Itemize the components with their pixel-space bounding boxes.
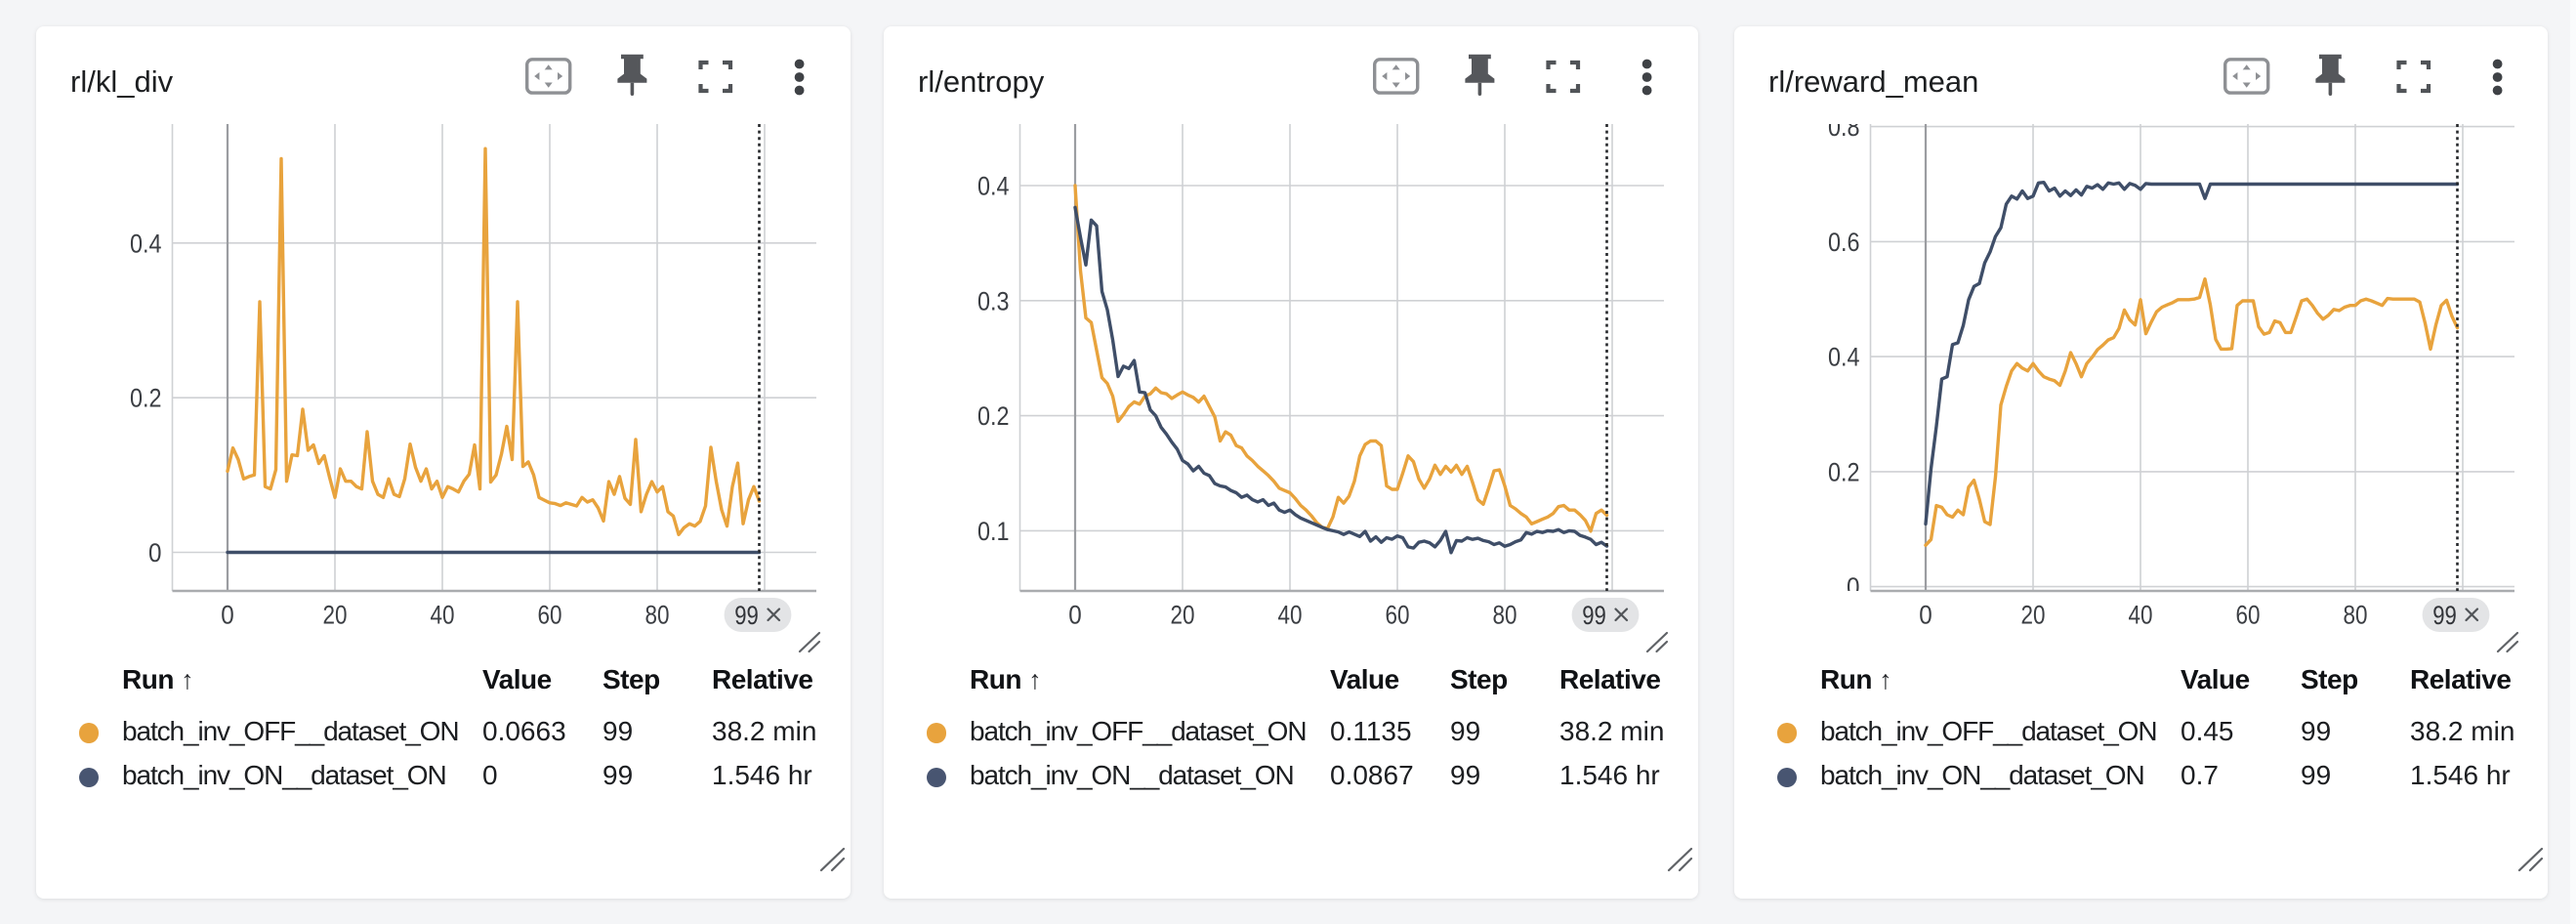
svg-text:0.3: 0.3 xyxy=(977,286,1010,315)
svg-text:40: 40 xyxy=(2129,601,2153,630)
svg-text:0.2: 0.2 xyxy=(977,401,1010,431)
svg-text:60: 60 xyxy=(1386,601,1410,630)
svg-text:0: 0 xyxy=(1068,601,1082,630)
svg-text:99: 99 xyxy=(1582,601,1606,630)
svg-text:20: 20 xyxy=(323,601,348,630)
svg-text:99: 99 xyxy=(2432,601,2457,630)
svg-text:40: 40 xyxy=(431,601,455,630)
svg-text:0.4: 0.4 xyxy=(130,229,162,258)
svg-text:80: 80 xyxy=(2344,601,2368,630)
svg-text:0: 0 xyxy=(1919,601,1932,630)
svg-text:80: 80 xyxy=(645,601,670,630)
svg-text:0.1: 0.1 xyxy=(977,517,1010,546)
svg-text:0.4: 0.4 xyxy=(1828,343,1860,372)
svg-text:20: 20 xyxy=(1171,601,1195,630)
svg-text:0.4: 0.4 xyxy=(977,172,1010,201)
svg-text:60: 60 xyxy=(538,601,562,630)
svg-text:0.2: 0.2 xyxy=(1828,457,1860,486)
svg-text:0: 0 xyxy=(148,538,162,567)
svg-text:80: 80 xyxy=(1493,601,1517,630)
svg-text:0.2: 0.2 xyxy=(130,384,162,413)
svg-text:20: 20 xyxy=(2021,601,2046,630)
svg-text:40: 40 xyxy=(1278,601,1303,630)
svg-text:0: 0 xyxy=(1847,572,1860,602)
svg-text:99: 99 xyxy=(734,601,759,630)
svg-text:0.8: 0.8 xyxy=(1828,124,1860,142)
svg-text:60: 60 xyxy=(2236,601,2261,630)
svg-text:0: 0 xyxy=(221,601,234,630)
svg-text:0.6: 0.6 xyxy=(1828,228,1860,257)
